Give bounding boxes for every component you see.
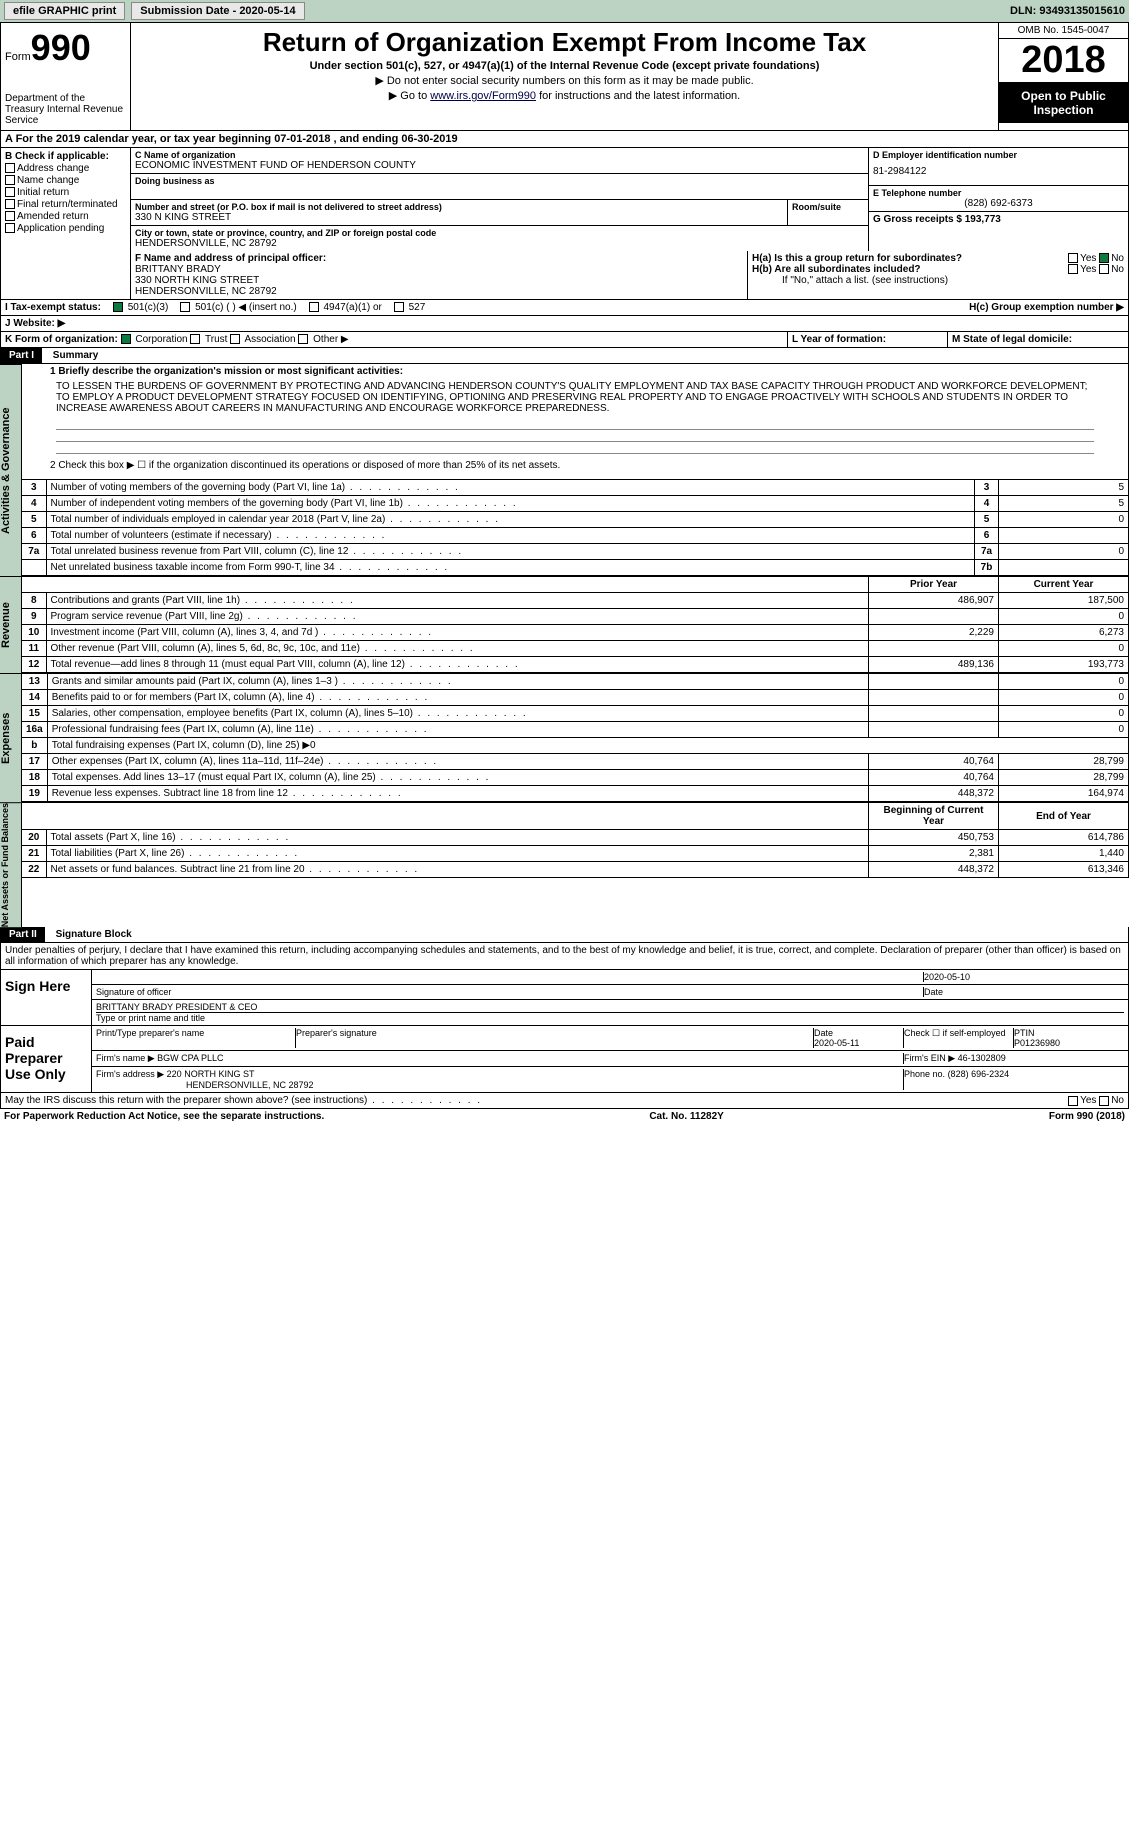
dln: DLN: 93493135015610 xyxy=(1010,5,1125,17)
expenses-section: Expenses 13Grants and similar amounts pa… xyxy=(0,673,1129,802)
street-address: 330 N KING STREET xyxy=(135,212,783,223)
box-f: F Name and address of principal officer:… xyxy=(131,251,748,299)
box-h: H(a) Is this a group return for subordin… xyxy=(748,251,1128,299)
part2-header: Part II Signature Block xyxy=(0,927,1129,943)
paid-preparer-block: Paid Preparer Use Only Print/Type prepar… xyxy=(0,1026,1129,1093)
top-bar: efile GRAPHIC print Submission Date - 20… xyxy=(0,0,1129,22)
website-row: J Website: ▶ xyxy=(0,316,1129,332)
irs-link[interactable]: www.irs.gov/Form990 xyxy=(430,90,536,102)
row-a-tax-year: A For the 2019 calendar year, or tax yea… xyxy=(0,131,1129,148)
page-footer: For Paperwork Reduction Act Notice, see … xyxy=(0,1109,1129,1124)
city-state-zip: HENDERSONVILLE, NC 28792 xyxy=(135,238,864,249)
ein: 81-2984122 xyxy=(873,160,1124,183)
declaration: Under penalties of perjury, I declare th… xyxy=(0,943,1129,970)
box-d-e-g: D Employer identification number 81-2984… xyxy=(868,148,1128,251)
row-k-l-m: K Form of organization: Corporation Trus… xyxy=(0,332,1129,348)
box-c: C Name of organization ECONOMIC INVESTME… xyxy=(131,148,868,251)
net-assets-section: Net Assets or Fund Balances Beginning of… xyxy=(0,802,1129,927)
department: Department of the Treasury Internal Reve… xyxy=(5,93,126,126)
tax-status-row: I Tax-exempt status: 501(c)(3) 501(c) ( … xyxy=(0,300,1129,316)
form-title: Return of Organization Exempt From Incom… xyxy=(135,27,994,58)
activities-governance: Activities & Governance 1 Briefly descri… xyxy=(0,364,1129,576)
phone: (828) 692-6373 xyxy=(873,198,1124,209)
org-name: ECONOMIC INVESTMENT FUND OF HENDERSON CO… xyxy=(135,160,864,171)
form-number: Form990 xyxy=(5,27,126,69)
part1-header: Part I Summary xyxy=(0,348,1129,364)
link-note: ▶ Go to www.irs.gov/Form990 for instruct… xyxy=(135,89,994,102)
revenue-section: Revenue Prior YearCurrent Year8Contribut… xyxy=(0,576,1129,673)
efile-button[interactable]: efile GRAPHIC print xyxy=(4,2,125,20)
header-grid: B Check if applicable: Address change Na… xyxy=(0,148,1129,251)
ssn-note: ▶ Do not enter social security numbers o… xyxy=(135,74,994,87)
box-b: B Check if applicable: Address change Na… xyxy=(1,148,131,251)
gross-receipts: G Gross receipts $ 193,773 xyxy=(873,214,1001,225)
omb-number: OMB No. 1545-0047 xyxy=(999,23,1128,39)
form-header: Form990 Department of the Treasury Inter… xyxy=(0,22,1129,131)
form-subtitle: Under section 501(c), 527, or 4947(a)(1)… xyxy=(135,60,994,72)
row-f-h: F Name and address of principal officer:… xyxy=(0,251,1129,300)
mission-text: TO LESSEN THE BURDENS OF GOVERNMENT BY P… xyxy=(26,377,1124,418)
open-to-public: Open to Public Inspection xyxy=(999,83,1128,123)
discuss-row: May the IRS discuss this return with the… xyxy=(0,1093,1129,1109)
sign-here-block: Sign Here 2020-05-10 Signature of office… xyxy=(0,970,1129,1026)
tax-year: 2018 xyxy=(999,39,1128,83)
submission-date: Submission Date - 2020-05-14 xyxy=(131,2,304,20)
